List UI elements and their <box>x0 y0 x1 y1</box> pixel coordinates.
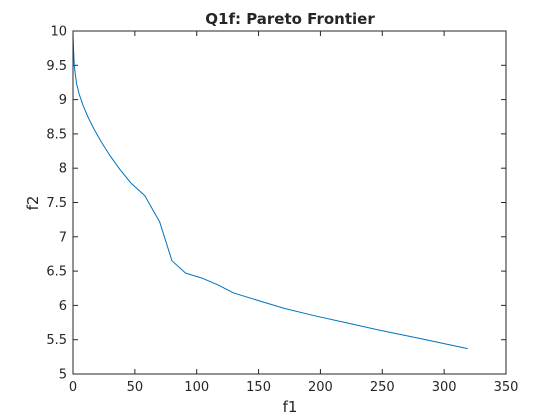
y-tick-label: 10 <box>50 25 67 40</box>
plot-frame <box>72 30 507 375</box>
y-axis-label: f2 <box>24 196 42 211</box>
y-tick-label: 7.5 <box>46 196 67 211</box>
series-layer <box>72 34 468 350</box>
pareto-frontier-line <box>72 34 468 350</box>
x-axis-label: f1 <box>283 398 298 416</box>
y-tick-label: 9.5 <box>46 59 67 74</box>
y-tick-label: 6.5 <box>46 265 67 280</box>
x-tick-label: 200 <box>308 380 333 395</box>
y-tick-label: 8 <box>59 162 67 177</box>
y-tick-label: 7 <box>59 230 67 245</box>
chart-title: Q1f: Pareto Frontier <box>205 10 375 28</box>
y-tick-label: 9 <box>59 93 67 108</box>
x-tick-label: 300 <box>432 380 457 395</box>
ticks-layer: 0 50 100 150 200 250 300 350 5 5.5 6 6.5 7 7.5 8 8.5 9 9.… <box>46 25 518 396</box>
x-tick-label: 100 <box>184 380 209 395</box>
x-tick-label: 0 <box>69 380 77 395</box>
plot-area <box>73 31 506 374</box>
y-tick-label: 5 <box>59 368 67 383</box>
x-tick-label: 250 <box>370 380 395 395</box>
x-tick-label: 350 <box>494 380 519 395</box>
x-tick-label: 150 <box>246 380 271 395</box>
y-tick-label: 5.5 <box>46 333 67 348</box>
y-tick-label: 8.5 <box>46 127 67 142</box>
y-tick-label: 6 <box>59 299 67 314</box>
x-tick-label: 50 <box>127 380 144 395</box>
